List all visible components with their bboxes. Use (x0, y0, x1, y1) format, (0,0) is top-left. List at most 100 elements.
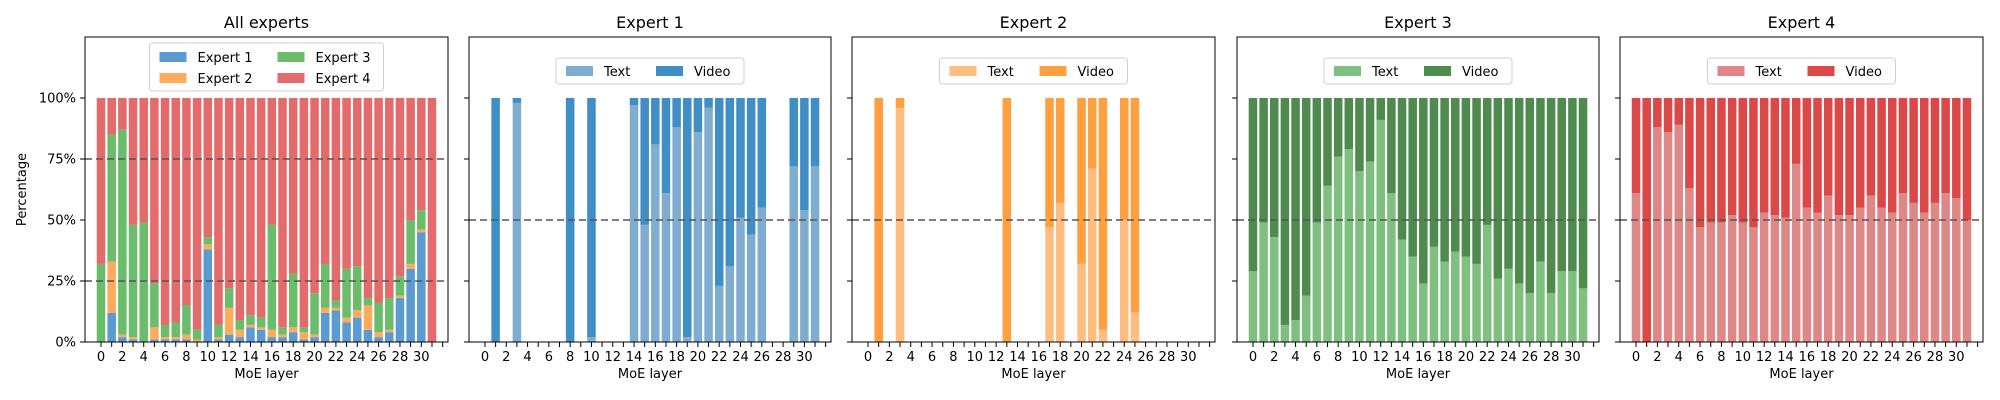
bar-video-layer-4 (1291, 98, 1300, 321)
x-tick-label: 30 (1948, 350, 1965, 365)
x-tick-label: 12 (221, 350, 238, 365)
legend-swatch (949, 66, 977, 76)
bar-expert-3-layer-11 (214, 324, 223, 338)
x-tick-label: 12 (1756, 350, 1773, 365)
bar-video-layer-21 (1472, 98, 1481, 264)
x-axis-label: MoE layer (618, 367, 683, 382)
x-tick-label: 14 (1394, 350, 1411, 365)
bar-expert-2-layer-20 (310, 334, 319, 338)
bar-text-layer-13 (1387, 193, 1396, 342)
bar-expert-1-layer-28 (395, 298, 405, 342)
bar-video-layer-18 (1823, 98, 1833, 196)
x-tick-label: 10 (583, 350, 600, 365)
x-tick-label: 2 (1270, 350, 1278, 365)
bar-expert-3-layer-8 (182, 305, 191, 335)
bar-expert-1-layer-19 (299, 339, 309, 342)
bar-text-layer-5 (1685, 188, 1694, 342)
x-tick-label: 8 (182, 350, 190, 365)
bar-video-layer-17 (1045, 98, 1054, 228)
x-tick-label: 24 (732, 350, 749, 365)
x-tick-label: 4 (523, 350, 531, 365)
bar-expert-3-layer-12 (224, 288, 234, 308)
bar-text-layer-23 (1493, 278, 1503, 342)
bar-text-layer-8 (1717, 222, 1726, 342)
bar-video-layer-18 (1055, 98, 1065, 203)
x-tick-label: 26 (1137, 350, 1154, 365)
bar-video-layer-5 (1301, 98, 1311, 296)
x-tick-label: 20 (306, 350, 323, 365)
bar-expert-4-layer-10 (203, 98, 213, 238)
bar-expert-3-layer-25 (363, 298, 373, 306)
legend-label: Video (1462, 65, 1498, 80)
bar-video-layer-24 (1887, 98, 1897, 213)
legend-swatch (277, 52, 305, 62)
bar-expert-3-layer-9 (192, 329, 202, 340)
bar-video-layer-15 (1791, 98, 1801, 164)
chart-title: Expert 4 (1768, 13, 1836, 32)
bar-expert-4-layer-14 (246, 98, 255, 316)
bar-text-layer-15 (640, 224, 649, 342)
x-tick-label: 16 (647, 350, 664, 365)
bar-expert-1-layer-25 (363, 329, 373, 342)
bar-video-layer-3 (895, 98, 905, 108)
bar-text-layer-18 (672, 127, 681, 342)
bar-text-layer-10 (1738, 222, 1748, 342)
x-tick-label: 6 (545, 350, 553, 365)
bar-expert-4-layer-7 (171, 98, 181, 323)
x-tick-label: 28 (1159, 350, 1176, 365)
bar-text-layer-31 (810, 166, 820, 342)
x-axis-label: MoE layer (1001, 367, 1066, 382)
bar-expert-3-layer-6 (160, 324, 170, 338)
x-axis-label: MoE layer (1386, 367, 1451, 382)
bar-expert-1-layer-27 (385, 332, 394, 342)
bar-video-layer-21 (1087, 98, 1097, 169)
bar-text-layer-7 (1706, 222, 1716, 342)
bar-text-layer-5 (1301, 295, 1311, 342)
bar-text-layer-0 (1248, 271, 1258, 342)
x-tick-label: 16 (1415, 350, 1432, 365)
bar-expert-4-layer-22 (331, 98, 341, 301)
bar-expert-1-layer-12 (224, 334, 234, 342)
plot-frame (851, 36, 1216, 343)
bar-video-layer-10 (587, 98, 596, 338)
bar-expert-3-layer-7 (171, 322, 181, 338)
chart-title: Expert 2 (1000, 13, 1068, 32)
bar-expert-3-layer-18 (288, 273, 298, 328)
bar-video-layer-5 (1685, 98, 1694, 189)
bar-video-layer-6 (1695, 98, 1705, 228)
bar-expert-2-layer-7 (171, 337, 181, 340)
bar-video-layer-31 (1962, 98, 1972, 220)
bar-video-layer-4 (1674, 98, 1683, 125)
legend-swatch (159, 73, 187, 83)
bar-text-layer-24 (1119, 220, 1129, 342)
bar-video-layer-24 (736, 98, 745, 218)
bar-expert-3-layer-21 (320, 263, 330, 308)
x-tick-label: 22 (711, 350, 728, 365)
bar-video-layer-27 (1920, 98, 1929, 213)
bar-text-layer-6 (1695, 227, 1705, 342)
bar-expert-2-layer-16 (267, 329, 277, 338)
legend-frame (555, 57, 745, 85)
bar-video-layer-2 (1270, 98, 1279, 238)
bar-expert-4-layer-18 (288, 98, 298, 274)
bar-text-layer-6 (1312, 222, 1322, 342)
bar-text-layer-4 (1291, 320, 1300, 342)
bar-expert-2-layer-3 (128, 337, 138, 340)
bar-text-layer-26 (757, 207, 767, 342)
x-tick-label: 16 (1031, 350, 1048, 365)
legend-label: Expert 2 (198, 72, 253, 87)
bar-expert-4-layer-4 (139, 98, 148, 223)
bar-text-layer-24 (1887, 212, 1897, 342)
bar-expert-2-layer-27 (385, 329, 394, 333)
bar-video-layer-8 (1333, 98, 1343, 157)
bar-text-layer-2 (1270, 237, 1279, 342)
bar-text-layer-17 (1045, 227, 1054, 342)
bar-video-layer-15 (640, 98, 649, 225)
x-tick-label: 4 (140, 350, 148, 365)
bar-text-layer-10 (1355, 171, 1364, 342)
bar-expert-4-layer-24 (352, 98, 362, 267)
bar-text-layer-13 (1770, 215, 1780, 342)
x-tick-label: 10 (1735, 350, 1752, 365)
bar-video-layer-20 (1077, 98, 1086, 264)
y-tick-label: 25% (47, 275, 76, 290)
